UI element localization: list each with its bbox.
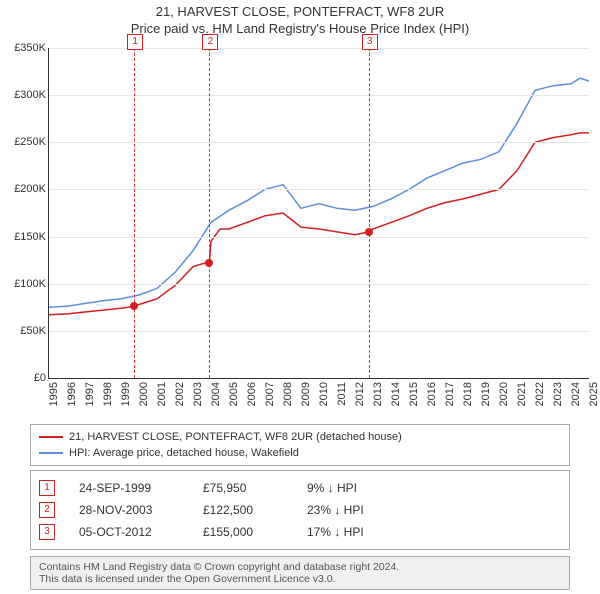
x-tick-label: 2004: [210, 382, 222, 422]
sale-delta: 23% ↓ HPI: [307, 503, 364, 517]
x-tick-label: 2002: [174, 382, 186, 422]
legend-swatch: [39, 436, 63, 438]
x-tick-label: 1996: [66, 382, 78, 422]
y-tick-label: £250K: [2, 136, 46, 148]
x-tick-label: 2001: [156, 382, 168, 422]
gridline: [49, 95, 589, 96]
x-tick-label: 2008: [282, 382, 294, 422]
chart-title-line2: Price paid vs. HM Land Registry's House …: [0, 21, 600, 36]
y-tick-label: £50K: [2, 325, 46, 337]
y-tick-label: £300K: [2, 89, 46, 101]
x-tick-label: 2012: [354, 382, 366, 422]
plot-area: 123: [48, 48, 589, 379]
legend-item: HPI: Average price, detached house, Wake…: [39, 445, 561, 461]
gridline: [49, 142, 589, 143]
reference-line: 2: [209, 48, 210, 378]
x-tick-label: 2015: [408, 382, 420, 422]
x-tick-label: 2021: [516, 382, 528, 422]
sale-marker: [365, 228, 373, 236]
reference-line: 3: [369, 48, 370, 378]
x-tick-label: 1995: [48, 382, 60, 422]
x-tick-label: 2016: [426, 382, 438, 422]
x-tick-label: 2005: [228, 382, 240, 422]
sale-row: 3 05-OCT-2012 £155,000 17% ↓ HPI: [39, 521, 561, 543]
series-line-price_paid: [49, 133, 589, 315]
y-tick-label: £350K: [2, 42, 46, 54]
sale-marker: [130, 302, 138, 310]
y-tick-label: £150K: [2, 231, 46, 243]
y-tick-label: £100K: [2, 278, 46, 290]
legend-label: HPI: Average price, detached house, Wake…: [69, 447, 299, 459]
x-tick-label: 1999: [120, 382, 132, 422]
x-tick-label: 2017: [444, 382, 456, 422]
x-tick-label: 2011: [336, 382, 348, 422]
x-tick-label: 1997: [84, 382, 96, 422]
legend-box: 21, HARVEST CLOSE, PONTEFRACT, WF8 2UR (…: [30, 424, 570, 466]
legend-swatch: [39, 452, 63, 454]
x-tick-label: 2007: [264, 382, 276, 422]
x-tick-label: 2013: [372, 382, 384, 422]
x-tick-label: 2020: [498, 382, 510, 422]
gridline: [49, 284, 589, 285]
x-tick-label: 1998: [102, 382, 114, 422]
gridline: [49, 331, 589, 332]
sale-marker: [205, 259, 213, 267]
y-tick-label: £200K: [2, 183, 46, 195]
x-tick-label: 2018: [462, 382, 474, 422]
x-tick-label: 2000: [138, 382, 150, 422]
sale-date: 05-OCT-2012: [79, 525, 179, 539]
sale-badge: 2: [39, 502, 55, 518]
legend-label: 21, HARVEST CLOSE, PONTEFRACT, WF8 2UR (…: [69, 431, 402, 443]
x-tick-label: 2003: [192, 382, 204, 422]
sale-price: £155,000: [203, 525, 283, 539]
sale-date: 28-NOV-2003: [79, 503, 179, 517]
sale-price: £75,950: [203, 481, 283, 495]
sale-badge: 3: [39, 524, 55, 540]
x-tick-label: 2010: [318, 382, 330, 422]
sale-price: £122,500: [203, 503, 283, 517]
x-tick-label: 2006: [246, 382, 258, 422]
chart-title-line1: 21, HARVEST CLOSE, PONTEFRACT, WF8 2UR: [0, 4, 600, 19]
x-tick-label: 2025: [588, 382, 600, 422]
gridline: [49, 189, 589, 190]
sale-row: 2 28-NOV-2003 £122,500 23% ↓ HPI: [39, 499, 561, 521]
footer-attribution: Contains HM Land Registry data © Crown c…: [30, 556, 570, 590]
reference-line: 1: [134, 48, 135, 378]
chart-container: 21, HARVEST CLOSE, PONTEFRACT, WF8 2UR P…: [0, 4, 600, 594]
gridline: [49, 237, 589, 238]
reference-line-badge: 3: [362, 34, 378, 50]
legend-item: 21, HARVEST CLOSE, PONTEFRACT, WF8 2UR (…: [39, 429, 561, 445]
y-tick-label: £0: [2, 372, 46, 384]
reference-line-badge: 1: [127, 34, 143, 50]
series-line-hpi: [49, 78, 589, 307]
x-tick-label: 2014: [390, 382, 402, 422]
footer-line1: Contains HM Land Registry data © Crown c…: [39, 561, 561, 573]
sale-delta: 9% ↓ HPI: [307, 481, 357, 495]
footer-line2: This data is licensed under the Open Gov…: [39, 573, 561, 585]
sale-row: 1 24-SEP-1999 £75,950 9% ↓ HPI: [39, 477, 561, 499]
x-tick-label: 2022: [534, 382, 546, 422]
line-series-svg: [49, 48, 589, 378]
sale-badge: 1: [39, 480, 55, 496]
x-tick-label: 2023: [552, 382, 564, 422]
reference-line-badge: 2: [202, 34, 218, 50]
x-tick-label: 2024: [570, 382, 582, 422]
sale-date: 24-SEP-1999: [79, 481, 179, 495]
x-tick-label: 2019: [480, 382, 492, 422]
sale-delta: 17% ↓ HPI: [307, 525, 364, 539]
x-tick-label: 2009: [300, 382, 312, 422]
sales-table: 1 24-SEP-1999 £75,950 9% ↓ HPI 2 28-NOV-2003 £…: [30, 470, 570, 550]
